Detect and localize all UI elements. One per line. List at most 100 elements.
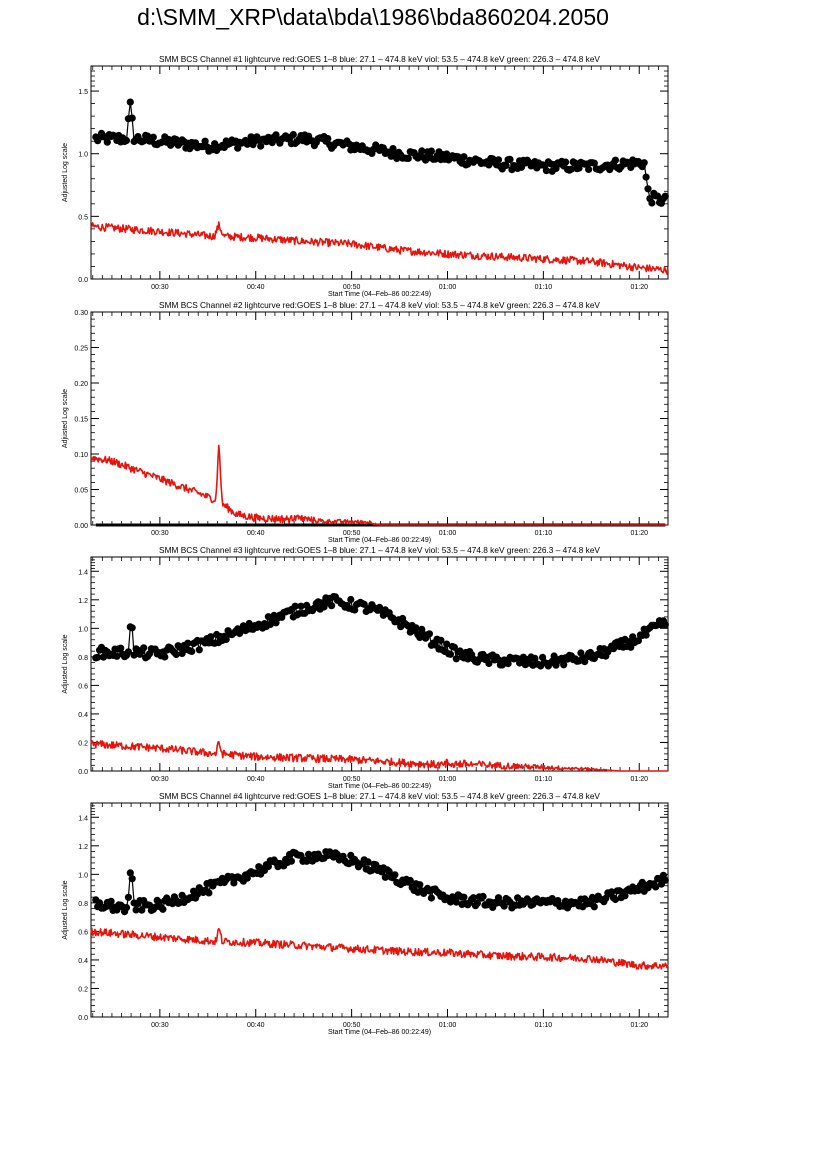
bcs-data-point bbox=[554, 897, 562, 905]
y-tick-label: 0.8 bbox=[78, 901, 88, 908]
y-tick-label: 0.15 bbox=[74, 417, 88, 424]
x-axis-label: Start Time (04–Feb–86 00:22:49) bbox=[328, 537, 431, 544]
y-tick-label: 0.20 bbox=[74, 381, 88, 388]
page-title: d:\SMM_XRP\data\bda\1986\bda860204.2050 bbox=[137, 4, 609, 30]
bcs-data-point bbox=[586, 648, 595, 657]
y-tick-label: 0.6 bbox=[78, 929, 88, 936]
y-tick-label: 0.4 bbox=[78, 712, 88, 719]
bcs-data-point bbox=[138, 906, 146, 914]
bcs-data-point bbox=[469, 894, 478, 902]
bcs-data-point bbox=[640, 159, 648, 167]
x-tick-label: 01:20 bbox=[630, 530, 648, 537]
y-tick-label: 1.2 bbox=[78, 598, 88, 605]
bcs-data-point bbox=[124, 893, 132, 901]
bcs-data-point bbox=[245, 619, 253, 628]
bcs-data-point bbox=[590, 159, 598, 167]
bcs-data-point bbox=[661, 621, 669, 629]
bcs-data-point bbox=[149, 133, 157, 141]
bcs-data-point bbox=[222, 635, 230, 644]
bcs-data-point bbox=[151, 903, 159, 911]
y-tick-label: 0.00 bbox=[74, 523, 88, 530]
plot-frame bbox=[90, 802, 669, 1018]
bcs-data-point bbox=[627, 643, 635, 651]
bcs-data-point bbox=[506, 155, 514, 163]
bcs-data-point bbox=[103, 138, 111, 146]
bcs-data-point bbox=[452, 898, 460, 906]
y-axis-label: Adjusted Log scale bbox=[62, 389, 69, 448]
x-tick-label: 00:40 bbox=[247, 530, 265, 537]
bcs-data-point bbox=[324, 135, 332, 143]
x-tick-label: 01:20 bbox=[630, 284, 648, 291]
bcs-data-point bbox=[494, 156, 503, 164]
bcs-data-point bbox=[416, 881, 424, 889]
x-tick-label: 01:00 bbox=[439, 530, 457, 537]
bcs-data-point bbox=[585, 165, 593, 173]
bcs-data-point bbox=[479, 892, 487, 901]
x-tick-label: 01:20 bbox=[630, 1022, 648, 1029]
bcs-data-point bbox=[485, 659, 493, 668]
bcs-data-point bbox=[368, 866, 376, 874]
bcs-data-point bbox=[264, 862, 272, 871]
bcs-data-point bbox=[128, 114, 136, 122]
bcs-data-point bbox=[652, 883, 660, 891]
bcs-data-point bbox=[648, 199, 656, 207]
bcs-data-point bbox=[351, 606, 359, 614]
bcs-data-point bbox=[381, 873, 389, 881]
bcs-data-point bbox=[140, 644, 148, 652]
bcs-data-point bbox=[107, 897, 115, 905]
bcs-data-point bbox=[389, 145, 397, 153]
x-axis-label: Start Time (04–Feb–86 00:22:49) bbox=[328, 783, 431, 790]
y-axis-label: Adjusted Log scale bbox=[62, 143, 69, 202]
bcs-data-point bbox=[634, 637, 643, 645]
bcs-data-point bbox=[485, 161, 493, 169]
bcs-data-point bbox=[418, 147, 426, 155]
x-tick-label: 00:40 bbox=[247, 1022, 265, 1029]
bcs-data-point bbox=[625, 638, 633, 646]
bcs-data-point bbox=[184, 639, 192, 647]
bcs-data-point bbox=[94, 653, 102, 661]
bcs-data-point bbox=[305, 850, 313, 858]
plot-frame bbox=[90, 65, 669, 280]
bcs-data-point bbox=[500, 902, 508, 910]
bcs-data-point bbox=[128, 875, 136, 883]
bcs-data-point bbox=[234, 144, 242, 152]
y-tick-label: 1.0 bbox=[78, 872, 88, 879]
bcs-data-point bbox=[452, 655, 460, 663]
bcs-data-point bbox=[140, 137, 148, 145]
x-tick-label: 00:30 bbox=[151, 1022, 169, 1029]
bcs-data-point bbox=[542, 167, 551, 175]
x-tick-label: 00:30 bbox=[151, 776, 169, 783]
bcs-data-point bbox=[661, 876, 669, 884]
bcs-data-point bbox=[531, 654, 539, 663]
y-tick-label: 0.2 bbox=[78, 740, 88, 747]
bcs-data-point bbox=[460, 893, 468, 901]
y-tick-label: 1.4 bbox=[78, 815, 88, 822]
plot-frame bbox=[90, 311, 669, 526]
y-tick-label: 0.10 bbox=[74, 452, 88, 459]
bcs-data-point bbox=[611, 895, 620, 904]
bcs-data-point bbox=[291, 602, 299, 610]
x-axis-label: Start Time (04–Feb–86 00:22:49) bbox=[328, 291, 431, 298]
goes-lightcurve bbox=[90, 221, 669, 275]
x-tick-label: 00:40 bbox=[247, 284, 265, 291]
bcs-data-point bbox=[550, 652, 558, 660]
y-tick-label: 0.30 bbox=[74, 310, 88, 317]
bcs-data-point bbox=[437, 636, 445, 644]
x-tick-label: 01:10 bbox=[535, 776, 553, 783]
bcs-data-point bbox=[575, 164, 583, 172]
bcs-data-point bbox=[504, 660, 512, 668]
bcs-data-point bbox=[122, 136, 131, 145]
bcs-data-point bbox=[446, 650, 455, 658]
bcs-data-point bbox=[188, 647, 196, 656]
plot-frame bbox=[90, 556, 669, 772]
y-tick-label: 1.2 bbox=[78, 844, 88, 851]
bcs-data-point bbox=[654, 192, 662, 200]
bcs-data-point bbox=[642, 631, 650, 639]
bcs-data-point bbox=[391, 871, 399, 879]
bcs-data-point bbox=[289, 131, 297, 139]
goes-lightcurve bbox=[90, 740, 668, 772]
goes-lightcurve bbox=[90, 444, 668, 526]
x-tick-label: 01:00 bbox=[439, 284, 457, 291]
bcs-data-point bbox=[268, 139, 276, 147]
